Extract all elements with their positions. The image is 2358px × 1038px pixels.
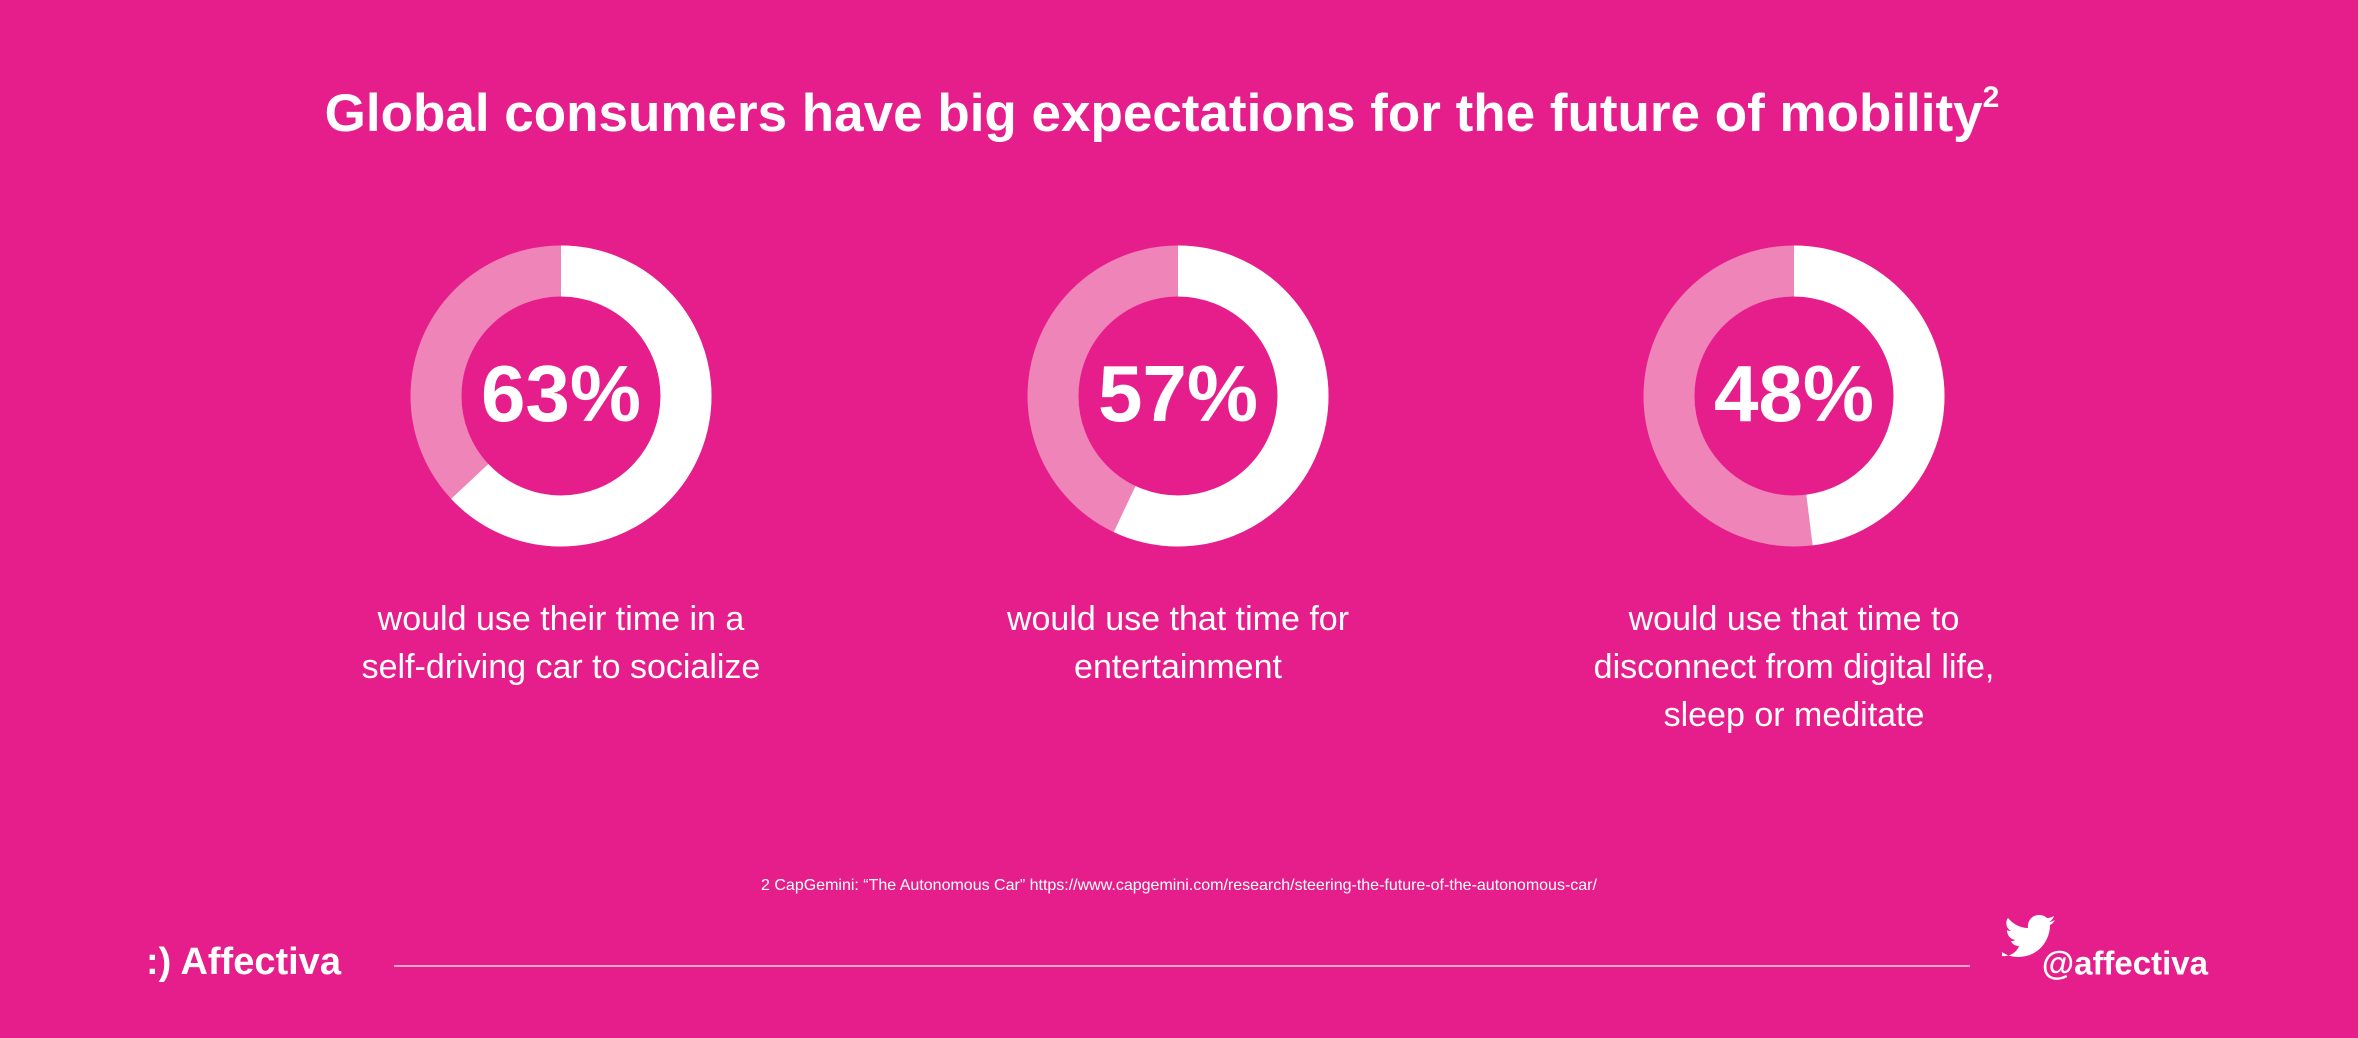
- handle: @affectiva: [2042, 945, 2209, 982]
- caption-line: would use their time in a: [377, 600, 745, 638]
- donut-arc: [1027, 245, 1329, 547]
- donut-arc: [410, 245, 712, 547]
- twitter-icon: [2002, 915, 2055, 957]
- caption-line: disconnect from digital life,: [1594, 648, 1995, 686]
- brand: :) Affectiva: [146, 941, 342, 983]
- caption-line: sleep or meditate: [1664, 696, 1925, 734]
- caption-line: would use that time to: [1628, 600, 1960, 638]
- value-label: 57%: [1098, 349, 1258, 438]
- footnote: 2 CapGemini: “The Autonomous Car” https:…: [761, 877, 1597, 894]
- title-text: Global consumers have big expectations f…: [325, 84, 1984, 143]
- value-label: 63%: [481, 349, 641, 438]
- caption-line: would use that time for: [1006, 600, 1349, 638]
- title: Global consumers have big expectations f…: [325, 81, 2000, 143]
- caption-line: entertainment: [1074, 648, 1282, 686]
- caption-line: self-driving car to socialize: [362, 648, 761, 686]
- title-note: 2: [1983, 81, 2000, 114]
- value-label: 48%: [1714, 349, 1874, 438]
- donut-arc: [1643, 245, 1945, 547]
